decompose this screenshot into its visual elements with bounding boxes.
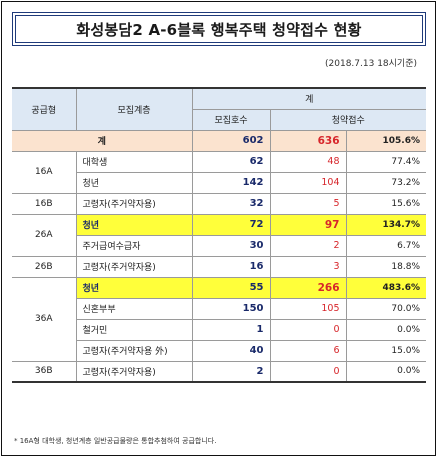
supply-type-cell: 26A: [12, 214, 77, 257]
title-inner-border: [15, 15, 423, 43]
group-cell: 고령자(주거약자용): [76, 193, 193, 215]
table-row: 신혼부부 150 105 70.0%: [12, 298, 427, 320]
group-cell: 고령자(주거약자용): [76, 256, 193, 278]
applications-cell: 97: [270, 214, 347, 236]
table-row-highlighted: 26A 청년 72 97 134.7%: [12, 214, 427, 257]
recruit-cell: 142: [192, 172, 271, 194]
header-group: 모집계층: [76, 87, 193, 131]
application-status-table: 공급형 모집계층 계 모집호수 청약접수 계 602 636 105.6% 16…: [12, 87, 427, 383]
rate-cell: 134.7%: [346, 214, 427, 236]
applications-cell: 6: [270, 340, 347, 362]
table-row: 16B 고령자(주거약자용) 32 5 15.6%: [12, 193, 427, 215]
rate-cell: 18.8%: [346, 256, 427, 278]
group-cell: 고령자(주거약자용 外): [76, 340, 193, 362]
table-row: 16A 대학생 62 48 77.4%: [12, 151, 427, 194]
total-applications: 636: [270, 130, 347, 152]
supply-type-cell: 36B: [12, 361, 77, 383]
table-row-highlighted: 36A 청년 55 266 483.6%: [12, 277, 427, 362]
recruit-cell: 16: [192, 256, 271, 278]
applications-cell: 3: [270, 256, 347, 278]
rate-cell: 0.0%: [346, 361, 427, 383]
page-title: 화성봉담2 A-6블록 행복주택 청약접수 현황: [76, 20, 362, 39]
applications-cell: 48: [270, 151, 347, 173]
header-total: 계: [192, 87, 427, 110]
applications-cell: 0: [270, 319, 347, 341]
group-cell: 청년: [76, 277, 193, 299]
total-label: 계: [12, 130, 193, 152]
as-of-timestamp: (2018.7.13 18시기준): [325, 59, 417, 69]
applications-cell: 104: [270, 172, 347, 194]
recruit-cell: 55: [192, 277, 271, 299]
header-supply-type: 공급형: [12, 87, 77, 131]
recruit-cell: 30: [192, 235, 271, 257]
total-recruit: 602: [192, 130, 271, 152]
table-row: 철거민 1 0 0.0%: [12, 319, 427, 341]
rate-cell: 77.4%: [346, 151, 427, 173]
group-cell: 주거급여수급자: [76, 235, 193, 257]
header-row-1: 공급형 모집계층 계: [12, 87, 427, 131]
rate-cell: 15.6%: [346, 193, 427, 215]
header-row-2: 모집호수 청약접수: [12, 109, 427, 131]
rate-cell: 6.7%: [346, 235, 427, 257]
rate-cell: 0.0%: [346, 319, 427, 341]
rate-cell: 15.0%: [346, 340, 427, 362]
title-box: 화성봉담2 A-6블록 행복주택 청약접수 현황: [12, 12, 426, 46]
supply-type-cell: 16B: [12, 193, 77, 215]
applications-cell: 0: [270, 361, 347, 383]
group-cell: 청년: [76, 214, 193, 236]
supply-type-cell: 36A: [12, 277, 77, 362]
rate-cell: 70.0%: [346, 298, 427, 320]
recruit-cell: 72: [192, 214, 271, 236]
applications-cell: 105: [270, 298, 347, 320]
supply-type-cell: 16A: [12, 151, 77, 194]
applications-cell: 5: [270, 193, 347, 215]
group-cell: 고령자(주거약자용): [76, 361, 193, 383]
group-cell: 철거민: [76, 319, 193, 341]
header-recruit: 모집호수: [192, 109, 271, 131]
applications-cell: 266: [270, 277, 347, 299]
table-row: 고령자(주거약자용 外) 40 6 15.0%: [12, 340, 427, 362]
total-row: 계 602 636 105.6%: [12, 130, 427, 152]
table-row: 36B 고령자(주거약자용) 2 0 0.0%: [12, 361, 427, 383]
header-applications: 청약접수: [270, 109, 427, 131]
supply-type-cell: 26B: [12, 256, 77, 278]
total-rate: 105.6%: [346, 130, 427, 152]
group-cell: 신혼부부: [76, 298, 193, 320]
recruit-cell: 62: [192, 151, 271, 173]
table-row: 주거급여수급자 30 2 6.7%: [12, 235, 427, 257]
table-row: 청년 142 104 73.2%: [12, 172, 427, 194]
recruit-cell: 32: [192, 193, 271, 215]
recruit-cell: 2: [192, 361, 271, 383]
table-row: 26B 고령자(주거약자용) 16 3 18.8%: [12, 256, 427, 278]
group-cell: 대학생: [76, 151, 193, 173]
recruit-cell: 1: [192, 319, 271, 341]
recruit-cell: 150: [192, 298, 271, 320]
rate-cell: 73.2%: [346, 172, 427, 194]
footnote: * 16A형 대학생, 청년계층 일반공급물량은 통합추첨하여 공급합니다.: [14, 437, 217, 445]
group-cell: 청년: [76, 172, 193, 194]
rate-cell: 483.6%: [346, 277, 427, 299]
applications-cell: 2: [270, 235, 347, 257]
recruit-cell: 40: [192, 340, 271, 362]
